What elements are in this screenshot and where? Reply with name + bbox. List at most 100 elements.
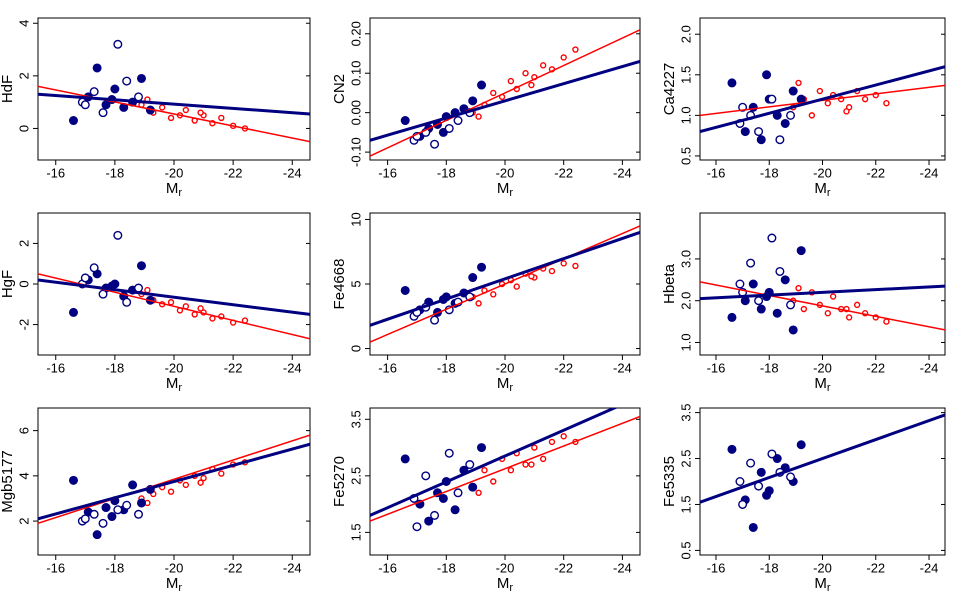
point: [796, 94, 806, 104]
point: [754, 127, 764, 137]
point: [430, 510, 440, 520]
point: [786, 300, 796, 310]
point: [490, 478, 497, 485]
point: [756, 467, 766, 477]
x-tick-label: -18: [437, 360, 456, 375]
point: [786, 110, 796, 120]
point: [735, 477, 745, 487]
point: [218, 470, 225, 477]
panel: -16 -18 -20 -22 -24 0 2 4 Mr HdF: [0, 17, 311, 199]
y-tick-label: 0.10: [348, 61, 363, 86]
point: [853, 301, 861, 309]
point: [136, 73, 146, 83]
fit-line: [370, 408, 619, 517]
x-tick-label: -22: [224, 360, 243, 375]
point: [450, 505, 460, 515]
point: [444, 448, 454, 458]
point: [167, 114, 175, 122]
point: [746, 458, 756, 468]
fit-line: [370, 59, 640, 142]
point: [110, 84, 120, 94]
x-tick-label: -24: [283, 165, 302, 180]
point: [816, 87, 824, 95]
x-tick-label: -22: [866, 165, 885, 180]
point: [845, 314, 853, 321]
x-axis-label-main: M: [497, 180, 510, 197]
y-tick-label: 2: [16, 240, 31, 247]
x-tick-label: -24: [283, 560, 302, 575]
point: [92, 63, 102, 73]
point: [796, 440, 806, 450]
x-tick-label: -24: [613, 360, 632, 375]
point: [477, 80, 487, 90]
y-tick-label: 2: [16, 72, 31, 79]
fit-line: [38, 442, 310, 521]
y-tick-label: 3.5: [678, 404, 693, 422]
x-tick-label: -20: [496, 165, 515, 180]
point: [80, 514, 90, 524]
x-tick-label: -16: [707, 360, 726, 375]
plot-frame: [699, 17, 946, 161]
fit-line: [700, 65, 945, 134]
x-tick-label: -22: [866, 360, 885, 375]
y-axis-label: Fe5270: [331, 456, 348, 507]
y-axis-label: CN2: [331, 74, 348, 104]
x-axis-label: Mr: [497, 375, 514, 394]
y-tick-label: 10: [348, 212, 363, 226]
point: [209, 315, 216, 322]
y-tick-label: 3.5: [348, 410, 363, 428]
y-tick-label: 1.5: [678, 66, 693, 84]
fit-line: [38, 278, 310, 316]
y-axis-label: Ca4227: [661, 63, 678, 116]
point: [167, 299, 175, 306]
x-axis-label-sub: r: [827, 187, 831, 199]
x-axis-label-sub: r: [509, 382, 513, 394]
y-tick-label: 4: [16, 20, 31, 27]
x-tick-label: -16: [46, 360, 65, 375]
point: [468, 482, 478, 492]
point: [795, 284, 802, 292]
point: [182, 481, 190, 489]
x-axis-label-main: M: [814, 180, 827, 197]
point: [727, 444, 737, 454]
x-axis-label: Mr: [166, 375, 183, 394]
x-tick-label: -20: [813, 165, 832, 180]
x-tick-label: -24: [920, 165, 939, 180]
fit-line: [38, 92, 310, 116]
point: [197, 305, 204, 312]
panel: -16 -18 -20 -22 -24 0 5 10 Mr Fe4668: [331, 212, 641, 394]
point: [468, 96, 478, 106]
point: [772, 308, 782, 318]
x-tick-label: -20: [813, 560, 832, 575]
x-tick-label: -20: [813, 360, 832, 375]
point: [522, 461, 529, 468]
x-axis-label-sub: r: [178, 382, 182, 394]
point: [89, 509, 99, 519]
x-tick-label: -16: [707, 165, 726, 180]
y-tick-label: 0.5: [678, 147, 693, 165]
point: [107, 512, 117, 522]
plot-frame: [37, 17, 311, 161]
point: [748, 522, 758, 532]
point: [507, 466, 515, 474]
point: [513, 283, 520, 290]
fit-line: [370, 225, 640, 343]
point: [144, 286, 151, 294]
point: [767, 449, 777, 459]
point: [548, 267, 556, 275]
point: [767, 233, 777, 243]
x-tick-label: -20: [165, 560, 184, 575]
fit-line: [38, 85, 310, 143]
fit-line: [38, 273, 310, 340]
point: [738, 102, 748, 112]
y-tick-label: 3.0: [678, 250, 693, 268]
point: [528, 81, 535, 89]
fit-line: [700, 281, 945, 331]
panel: -16 -18 -20 -22 -24 -0.10 0.00 0.10 0.20 Mr CN2: [331, 17, 641, 199]
y-tick-label: 0: [348, 345, 363, 352]
y-tick-label: -0.10: [348, 137, 363, 167]
point: [800, 305, 808, 313]
x-tick-label: -16: [46, 165, 65, 180]
point: [113, 505, 123, 515]
x-tick-label: -18: [105, 360, 124, 375]
